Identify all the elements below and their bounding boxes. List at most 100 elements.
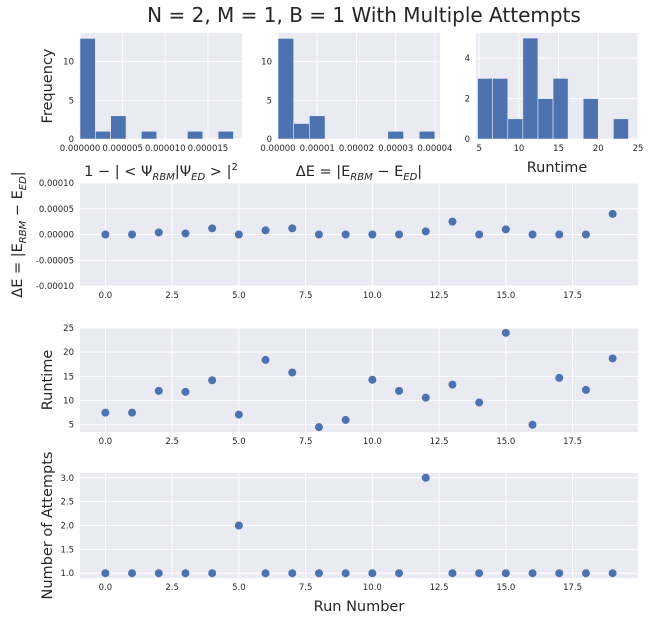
scatter-point	[395, 569, 404, 578]
x-tick-label: 17.5	[563, 583, 582, 593]
x-tick-label: 0.000015	[188, 144, 229, 154]
histogram-bar	[418, 130, 436, 140]
y-tick-label: 15	[63, 372, 74, 382]
scatter-point	[154, 386, 163, 395]
histogram-bar	[141, 130, 158, 140]
y-tick-label: 5	[69, 96, 74, 106]
scatter-point	[608, 569, 617, 578]
x-tick-label: 17.5	[563, 437, 582, 447]
x-tick-label: 2.5	[165, 437, 179, 447]
y-axis-label: ΔE = |ERBM − EED|	[10, 171, 29, 297]
scatter-point	[341, 415, 350, 424]
scatter-point	[528, 569, 537, 578]
histogram-bar	[110, 115, 127, 140]
scatter-point	[475, 569, 484, 578]
scatter-point	[128, 408, 137, 417]
scatter-point	[341, 569, 350, 578]
histogram-bar	[613, 118, 629, 140]
scatter-point	[581, 230, 590, 239]
x-tick-label: 0.000000	[60, 144, 101, 154]
scatter-point	[261, 226, 270, 235]
x-tick-label: 5.0	[232, 583, 246, 593]
histogram-bar	[187, 130, 204, 140]
x-tick-label: 2.5	[165, 291, 179, 301]
scatter-point	[395, 386, 404, 395]
scatter-point	[555, 373, 564, 382]
scatter-point	[181, 387, 190, 396]
scatter-point	[314, 423, 323, 432]
scatter-point	[421, 227, 430, 236]
scatter-point	[341, 230, 350, 239]
y-tick-label: -0.00010	[36, 282, 74, 292]
x-tick-label: 0.00004	[417, 144, 452, 154]
y-tick-label: 25	[63, 324, 74, 334]
scatter-point	[608, 354, 617, 363]
x-tick-label: 0.0	[99, 583, 113, 593]
y-tick-label: 10	[261, 58, 272, 68]
y-tick-label: 0	[69, 135, 74, 145]
y-tick-label: 0.00010	[39, 179, 74, 189]
histogram-bar	[309, 115, 326, 140]
scatter-point	[101, 569, 110, 578]
x-tick-label: 10.0	[363, 291, 382, 301]
y-axis-label: Frequency	[40, 48, 56, 123]
scatter-point	[261, 569, 270, 578]
x-tick-label: 0.0	[99, 291, 113, 301]
scatter-point	[101, 408, 110, 417]
x-tick-label: 20	[593, 144, 604, 154]
y-tick-label: 0.00000	[39, 231, 74, 241]
scatter-point	[608, 209, 617, 218]
x-tick-label: 0.000005	[102, 144, 143, 154]
x-tick-label: 12.5	[430, 291, 449, 301]
chart-panel-4: 0.0 2.5 5.0 7.5 10.0 12.5 15.0 17.5 -0.00010 -0.0…	[10, 171, 638, 301]
scatter-point	[314, 569, 323, 578]
plot-area	[80, 328, 638, 432]
histogram-bar	[582, 98, 599, 140]
scatter-point	[368, 569, 377, 578]
x-axis-label: 1 − | < ΨRBM|ΨED > |2	[84, 162, 238, 183]
scatter-point	[528, 420, 537, 429]
scatter-point	[234, 521, 243, 530]
x-axis-label: Run Number	[314, 599, 405, 615]
scatter-point	[368, 230, 377, 239]
chart-panel-3: 5 10 15 20 25 0 2 4 Runtime	[465, 33, 644, 176]
scatter-point	[555, 230, 564, 239]
scatter-point	[448, 217, 457, 226]
x-tick-label: 10.0	[363, 583, 382, 593]
y-tick-label: 20	[63, 348, 74, 358]
x-tick-label: 7.5	[299, 291, 313, 301]
x-axis-label: ΔE = |ERBM − EED|	[296, 164, 422, 183]
x-tick-label: 17.5	[563, 291, 582, 301]
y-tick-label: 0.00005	[39, 205, 74, 215]
y-axis-label: Number of Attempts	[40, 452, 56, 600]
y-tick-label: 2.0	[60, 522, 74, 532]
x-axis-label: Runtime	[527, 160, 588, 176]
histogram-bar	[95, 130, 111, 140]
x-tick-label: 7.5	[299, 437, 313, 447]
histogram-bar	[507, 118, 524, 140]
chart-panel-2: 0.00000 0.00001 0.00002 0.00003 0.00004 0 5 10 Δ…	[260, 33, 452, 183]
x-tick-label: 15.0	[496, 291, 515, 301]
x-tick-label: 10	[513, 144, 524, 154]
y-tick-label: 0	[267, 135, 272, 145]
x-tick-label: 5.0	[232, 437, 246, 447]
chart-panel-5: 0.0 2.5 5.0 7.5 10.0 12.5 15.0 17.5 5 10 15 20 25 Run…	[40, 324, 638, 447]
x-tick-label: 5.0	[232, 291, 246, 301]
x-tick-label: 12.5	[430, 583, 449, 593]
scatter-point	[368, 375, 377, 384]
scatter-point	[421, 393, 430, 402]
scatter-point	[128, 569, 137, 578]
scatter-point	[288, 569, 297, 578]
histogram-bar	[477, 78, 493, 140]
scatter-point	[555, 569, 564, 578]
x-tick-label: 15.0	[496, 437, 515, 447]
y-tick-label: 1.5	[60, 545, 74, 555]
scatter-point	[208, 376, 217, 385]
y-tick-label: 5	[267, 96, 272, 106]
x-tick-label: 25	[633, 144, 644, 154]
chart-panel-1: 0.000000 0.000005 0.000010 0.000015 0 5 10 1 − …	[40, 33, 242, 183]
x-tick-label: 0.0	[99, 437, 113, 447]
x-tick-label: 0.00003	[378, 144, 413, 154]
y-tick-label: 3.0	[60, 474, 74, 484]
